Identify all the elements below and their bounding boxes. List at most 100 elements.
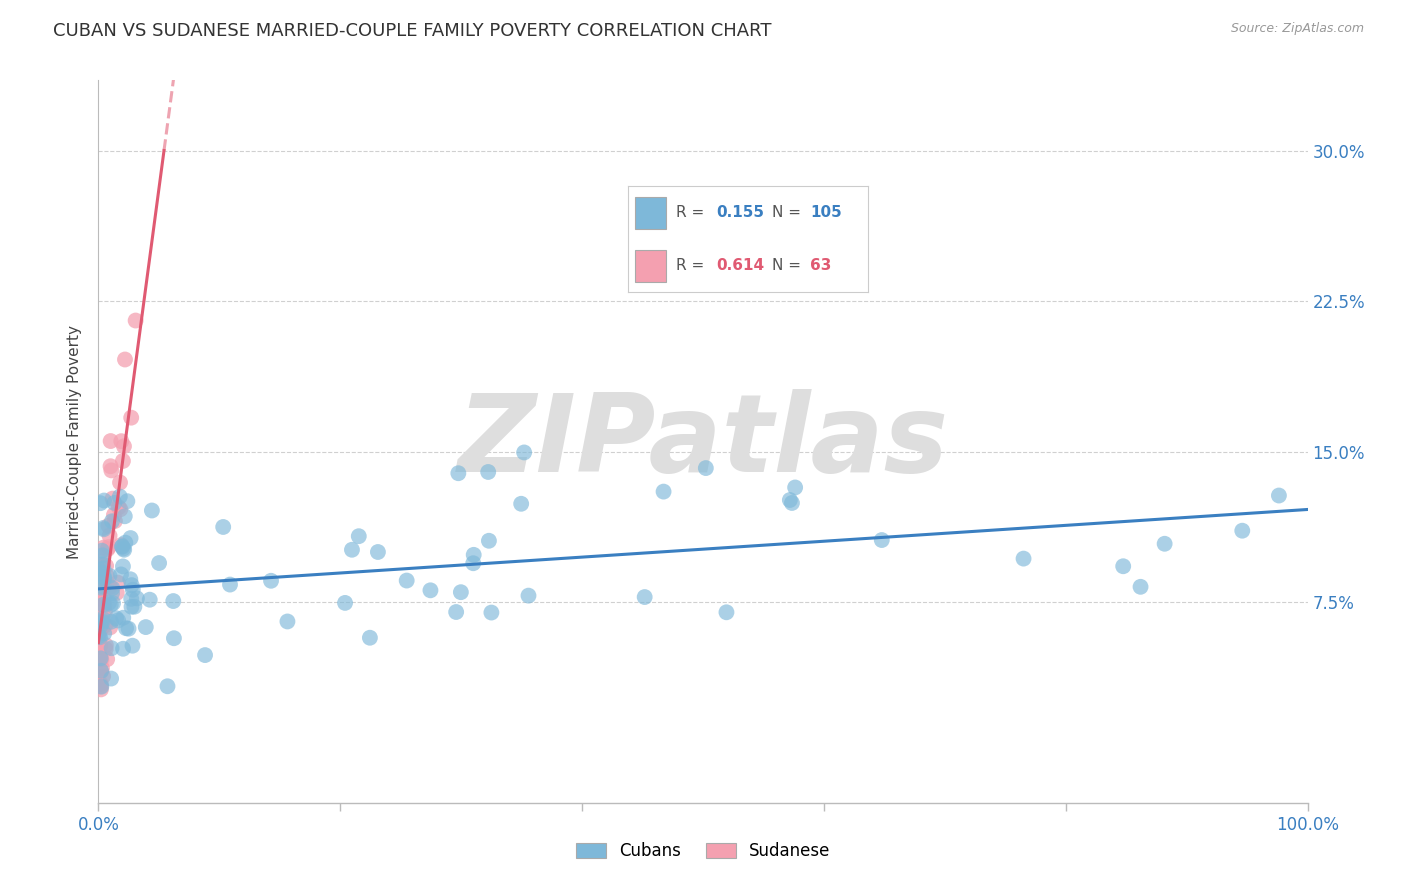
Point — [194, 648, 217, 662]
Text: CUBAN VS SUDANESE MARRIED-COUPLE FAMILY POVERTY CORRELATION CHART: CUBAN VS SUDANESE MARRIED-COUPLE FAMILY … — [53, 22, 772, 40]
Point — [89, 563, 111, 577]
Point — [87, 629, 110, 643]
Point — [444, 605, 467, 619]
Point — [108, 475, 131, 490]
Point — [89, 624, 111, 639]
Point — [121, 599, 143, 614]
Point — [1268, 489, 1291, 503]
Point — [90, 664, 112, 678]
Point — [163, 632, 186, 646]
Point — [478, 533, 501, 548]
Point — [104, 514, 127, 528]
Point — [90, 612, 112, 626]
Point — [112, 542, 135, 557]
Point — [125, 591, 148, 606]
Point — [124, 313, 146, 327]
Point — [105, 586, 128, 600]
Point — [94, 642, 117, 657]
Point — [463, 556, 485, 570]
Point — [97, 540, 120, 554]
Point — [117, 622, 139, 636]
Point — [135, 620, 157, 634]
Point — [716, 605, 738, 619]
Point — [477, 465, 499, 479]
Text: N =: N = — [772, 205, 806, 220]
Point — [101, 581, 124, 595]
Point — [111, 539, 134, 553]
Point — [96, 652, 118, 666]
Point — [110, 502, 132, 516]
Point — [90, 618, 112, 632]
Point — [100, 434, 122, 448]
Point — [90, 554, 112, 568]
Point — [111, 454, 134, 468]
Text: 0.155: 0.155 — [717, 205, 765, 220]
Point — [107, 614, 129, 628]
Point — [93, 493, 115, 508]
Point — [108, 490, 131, 504]
Point — [89, 496, 111, 510]
Point — [100, 672, 122, 686]
Point — [785, 480, 807, 494]
Point — [870, 533, 893, 547]
Point — [90, 581, 112, 595]
Point — [89, 588, 111, 602]
Point — [779, 493, 801, 508]
Point — [124, 599, 146, 614]
Point — [120, 410, 142, 425]
Point — [91, 661, 114, 675]
Point — [93, 626, 115, 640]
Bar — [636, 196, 666, 228]
Point — [121, 639, 143, 653]
Bar — [636, 250, 666, 282]
Point — [94, 558, 117, 573]
Point — [110, 434, 132, 449]
Point — [117, 494, 139, 508]
Point — [91, 566, 114, 580]
Point — [347, 529, 370, 543]
Point — [90, 677, 112, 691]
Point — [110, 538, 132, 552]
Point — [91, 620, 114, 634]
Point — [110, 567, 132, 582]
Point — [87, 615, 110, 629]
Point — [105, 611, 128, 625]
Point — [98, 569, 121, 583]
Point — [100, 459, 122, 474]
Legend: Cubans, Sudanese: Cubans, Sudanese — [569, 836, 837, 867]
Point — [112, 541, 135, 556]
Point — [91, 521, 114, 535]
Point — [89, 570, 111, 584]
Point — [463, 548, 485, 562]
Point — [260, 574, 283, 588]
Point — [90, 651, 112, 665]
Point — [634, 590, 657, 604]
Point — [89, 630, 111, 644]
Point — [652, 484, 675, 499]
Point — [121, 582, 143, 597]
Point — [93, 580, 115, 594]
Point — [517, 589, 540, 603]
Point — [120, 531, 142, 545]
Point — [121, 578, 143, 592]
Point — [89, 624, 111, 639]
Point — [101, 586, 124, 600]
Point — [89, 614, 111, 628]
Point — [333, 596, 356, 610]
Point — [89, 640, 111, 654]
Point — [91, 615, 114, 629]
Point — [98, 596, 121, 610]
Point — [90, 613, 112, 627]
Point — [1232, 524, 1254, 538]
Point — [359, 631, 381, 645]
Point — [94, 605, 117, 619]
Point — [100, 598, 122, 612]
Point — [98, 529, 121, 543]
Text: R =: R = — [676, 205, 709, 220]
Point — [91, 669, 114, 683]
Point — [96, 542, 118, 557]
Point — [89, 584, 111, 599]
Point — [1012, 551, 1035, 566]
Point — [101, 596, 124, 610]
Point — [107, 500, 129, 515]
